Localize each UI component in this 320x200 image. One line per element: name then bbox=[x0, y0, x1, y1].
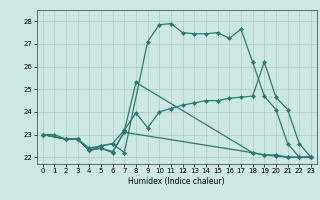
X-axis label: Humidex (Indice chaleur): Humidex (Indice chaleur) bbox=[129, 177, 225, 186]
